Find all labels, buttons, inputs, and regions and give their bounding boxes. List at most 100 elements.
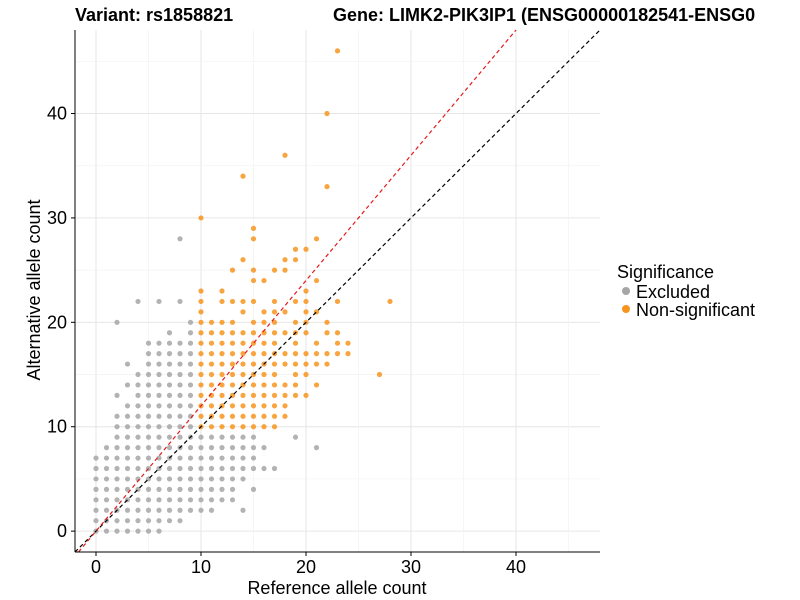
point-excluded xyxy=(93,497,99,503)
point-non-significant xyxy=(208,330,215,336)
point-non-significant xyxy=(219,340,225,346)
point-excluded xyxy=(187,476,194,482)
point-excluded xyxy=(135,371,141,378)
legend-title: Significance xyxy=(617,262,714,282)
point-excluded xyxy=(229,486,236,492)
point-non-significant xyxy=(240,361,246,367)
point-excluded xyxy=(145,528,152,534)
point-non-significant xyxy=(292,319,299,325)
point-excluded xyxy=(208,445,215,451)
point-non-significant xyxy=(282,351,288,357)
point-excluded xyxy=(187,497,194,503)
point-non-significant xyxy=(313,361,320,367)
point-excluded xyxy=(166,413,173,419)
point-excluded xyxy=(219,434,225,440)
point-non-significant xyxy=(198,309,204,315)
point-excluded xyxy=(145,382,152,388)
point-excluded xyxy=(166,465,173,472)
point-non-significant xyxy=(219,392,225,398)
point-non-significant xyxy=(303,298,309,305)
point-non-significant xyxy=(271,330,278,336)
point-excluded xyxy=(114,497,120,503)
legend-label-excluded: Excluded xyxy=(636,282,710,302)
point-non-significant xyxy=(261,392,267,398)
point-excluded xyxy=(166,476,173,482)
point-non-significant xyxy=(229,267,236,273)
point-non-significant xyxy=(334,48,341,54)
point-non-significant xyxy=(303,246,309,252)
point-non-significant xyxy=(261,403,267,409)
point-excluded xyxy=(93,518,99,524)
point-excluded xyxy=(93,476,99,482)
point-non-significant xyxy=(261,319,267,325)
point-excluded xyxy=(219,476,225,482)
point-non-significant xyxy=(219,319,225,325)
point-non-significant xyxy=(250,277,257,284)
point-excluded xyxy=(177,465,183,472)
point-excluded xyxy=(229,476,236,482)
point-non-significant xyxy=(324,330,330,336)
point-non-significant xyxy=(324,361,330,367)
point-non-significant xyxy=(282,257,288,263)
point-non-significant xyxy=(261,351,267,357)
point-excluded xyxy=(156,497,162,503)
point-non-significant xyxy=(219,351,225,357)
point-non-significant xyxy=(240,257,246,263)
point-excluded xyxy=(103,507,110,513)
point-non-significant xyxy=(208,351,215,357)
point-non-significant xyxy=(229,361,236,367)
y-tick-label: 30 xyxy=(47,208,67,228)
point-non-significant xyxy=(208,371,215,378)
point-non-significant xyxy=(292,382,299,388)
point-excluded xyxy=(114,528,120,534)
point-excluded xyxy=(156,371,162,378)
point-excluded xyxy=(114,434,120,440)
point-excluded xyxy=(187,403,194,409)
point-non-significant xyxy=(229,382,236,388)
point-non-significant xyxy=(261,382,267,388)
point-non-significant xyxy=(198,340,204,346)
point-excluded xyxy=(135,392,141,398)
point-excluded xyxy=(145,413,152,419)
axes: 0 10 20 30 40 0 10 20 30 40 xyxy=(47,30,600,577)
point-excluded xyxy=(93,455,99,461)
point-non-significant xyxy=(282,152,288,158)
point-excluded xyxy=(187,330,194,336)
x-tick-label: 20 xyxy=(296,557,316,577)
point-excluded xyxy=(219,497,225,503)
point-excluded xyxy=(145,424,152,430)
point-excluded xyxy=(156,351,162,357)
point-excluded xyxy=(145,486,152,492)
point-excluded xyxy=(166,424,173,430)
point-excluded xyxy=(124,455,131,461)
point-excluded xyxy=(124,424,131,430)
point-non-significant xyxy=(282,382,288,388)
point-non-significant xyxy=(198,319,204,325)
point-excluded xyxy=(103,445,110,451)
point-non-significant xyxy=(303,288,309,294)
point-excluded xyxy=(156,413,162,419)
point-excluded xyxy=(124,465,131,472)
point-excluded xyxy=(177,476,183,482)
point-non-significant xyxy=(334,330,341,336)
point-non-significant xyxy=(313,277,320,284)
point-excluded xyxy=(145,403,152,409)
x-tick-label: 30 xyxy=(401,557,421,577)
point-non-significant xyxy=(208,403,215,409)
point-excluded xyxy=(114,465,120,472)
point-excluded xyxy=(103,455,110,461)
point-excluded xyxy=(229,497,236,503)
point-non-significant xyxy=(219,361,225,367)
point-excluded xyxy=(145,361,152,367)
point-non-significant xyxy=(240,340,246,346)
point-excluded xyxy=(187,486,194,492)
point-non-significant xyxy=(282,392,288,398)
point-non-significant xyxy=(292,392,299,398)
point-excluded xyxy=(261,445,267,451)
point-excluded xyxy=(187,455,194,461)
point-excluded xyxy=(156,476,162,482)
point-non-significant xyxy=(229,298,236,305)
point-non-significant xyxy=(219,382,225,388)
point-non-significant xyxy=(229,319,236,325)
point-excluded xyxy=(250,434,257,440)
